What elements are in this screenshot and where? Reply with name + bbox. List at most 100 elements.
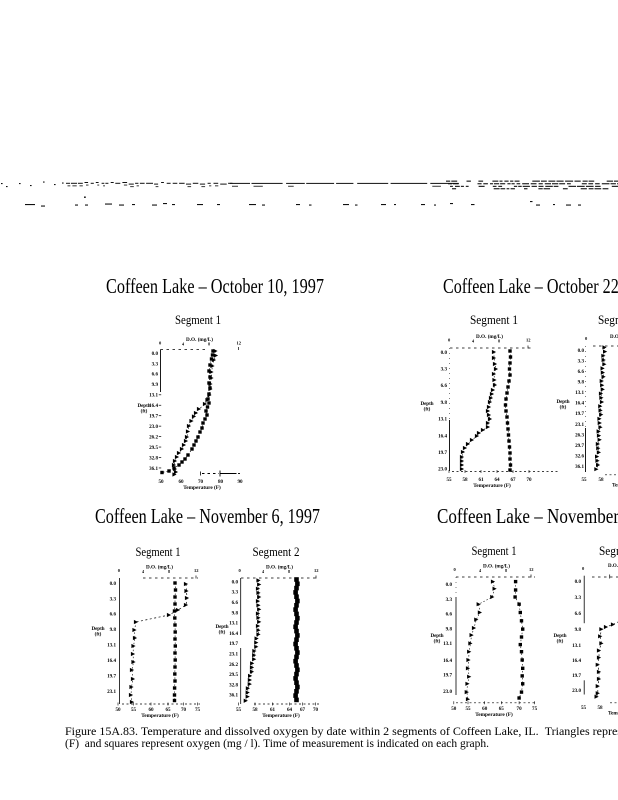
svg-text:Segment 1: Segment 1	[470, 313, 518, 327]
svg-text:Depth: Depth	[91, 627, 104, 632]
svg-text:70: 70	[313, 707, 319, 713]
svg-text:67: 67	[300, 707, 306, 713]
svg-text:32.6: 32.6	[575, 454, 584, 460]
svg-text:Segment 2: Segment 2	[253, 545, 300, 559]
svg-text:Temperature (F): Temperature (F)	[262, 712, 300, 719]
svg-text:4: 4	[142, 569, 145, 574]
svg-text:(ft): (ft)	[560, 406, 567, 411]
svg-text:12: 12	[529, 567, 534, 572]
svg-text:13.1: 13.1	[229, 621, 238, 627]
svg-text:29.5: 29.5	[229, 672, 238, 678]
svg-text:9.8: 9.8	[441, 400, 448, 406]
svg-text:26.2: 26.2	[229, 662, 238, 668]
svg-text:8: 8	[208, 342, 210, 347]
svg-text:D.O. (mg/L): D.O. (mg/L)	[476, 335, 503, 340]
svg-text:Temperature (F): Temperature (F)	[183, 484, 221, 491]
svg-text:(ft): (ft)	[557, 640, 564, 645]
svg-text:36.1: 36.1	[229, 693, 238, 699]
svg-text:0: 0	[159, 341, 162, 346]
svg-text:(ft): (ft)	[141, 410, 148, 415]
svg-text:0.0: 0.0	[575, 579, 582, 585]
svg-text:Coffeen Lake – October 10, 199: Coffeen Lake – October 10, 1997	[106, 274, 324, 298]
svg-text:19.7: 19.7	[572, 673, 581, 679]
svg-text:13.1: 13.1	[572, 643, 581, 649]
svg-text:Tem: Tem	[608, 711, 618, 717]
svg-text:58: 58	[597, 705, 603, 711]
svg-text:(ft): (ft)	[219, 631, 226, 636]
svg-text:D.O. (m: D.O. (m	[608, 564, 618, 569]
svg-text:13.1: 13.1	[443, 641, 452, 647]
svg-text:58: 58	[252, 707, 258, 713]
svg-text:16.4: 16.4	[149, 403, 158, 409]
svg-text:D.O. (mg/L): D.O. (mg/L)	[186, 338, 213, 343]
svg-text:64: 64	[494, 477, 500, 483]
svg-text:Depth: Depth	[137, 404, 150, 409]
svg-text:6.6: 6.6	[152, 372, 159, 378]
svg-text:80: 80	[218, 479, 224, 485]
svg-text:58: 58	[598, 477, 604, 483]
svg-text:4: 4	[472, 339, 475, 344]
svg-text:(ft): (ft)	[95, 633, 102, 638]
svg-text:23.1: 23.1	[107, 689, 116, 695]
svg-text:3.3: 3.3	[578, 358, 585, 364]
svg-text:16.4: 16.4	[575, 401, 584, 407]
svg-text:19.7: 19.7	[107, 674, 116, 680]
svg-text:23.1: 23.1	[229, 652, 238, 658]
svg-text:Figure 15A.83. Temperature and: Figure 15A.83. Temperature and dissolved…	[65, 726, 618, 738]
svg-text:Segment 2: Segment 2	[598, 313, 618, 327]
svg-text:Segment 1: Segment 1	[472, 544, 517, 558]
svg-text:60: 60	[482, 706, 488, 712]
svg-text:0.0: 0.0	[110, 581, 117, 587]
svg-text:61: 61	[270, 707, 276, 713]
svg-text:D.O. (m: D.O. (m	[610, 335, 618, 340]
svg-text:16.4: 16.4	[229, 631, 238, 637]
svg-text:Temperature (F): Temperature (F)	[141, 712, 179, 719]
svg-text:6.6: 6.6	[441, 383, 448, 389]
svg-text:36.1: 36.1	[149, 466, 158, 472]
svg-text:3.3: 3.3	[110, 596, 117, 602]
svg-text:Depth: Depth	[430, 634, 443, 639]
svg-text:9.8: 9.8	[446, 626, 453, 632]
svg-text:16.4: 16.4	[443, 658, 452, 664]
svg-text:Segment 2: Segment 2	[599, 544, 618, 558]
svg-text:Temperature (F): Temperature (F)	[475, 711, 513, 718]
svg-text:0.0: 0.0	[152, 351, 159, 357]
svg-text:Depth: Depth	[215, 625, 228, 630]
svg-text:Depth: Depth	[556, 400, 569, 405]
svg-text:9.8: 9.8	[575, 627, 582, 633]
svg-text:12: 12	[194, 568, 199, 573]
svg-text:60: 60	[178, 479, 184, 485]
svg-text:D.O. (mg/L): D.O. (mg/L)	[483, 565, 510, 570]
svg-text:(F) and squares represent oxy: (F) and squares represent oxygen (mg / l…	[65, 738, 489, 750]
svg-text:55: 55	[236, 707, 242, 713]
svg-text:70: 70	[526, 477, 532, 483]
svg-text:13.1: 13.1	[438, 417, 447, 423]
svg-text:3.3: 3.3	[152, 361, 159, 367]
svg-text:4: 4	[479, 568, 482, 573]
svg-text:23.0: 23.0	[572, 688, 581, 694]
svg-text:36.1: 36.1	[575, 464, 584, 470]
svg-text:4: 4	[262, 569, 265, 574]
svg-text:75: 75	[195, 707, 201, 713]
svg-text:58: 58	[462, 477, 468, 483]
svg-text:Coffeen Lake – November 20, 19: Coffeen Lake – November 20, 1997	[437, 504, 618, 528]
svg-text:Depth: Depth	[553, 634, 566, 639]
svg-text:16.4: 16.4	[107, 658, 116, 664]
svg-text:0: 0	[585, 336, 588, 341]
svg-text:6.6: 6.6	[446, 611, 453, 617]
svg-text:32.8: 32.8	[229, 682, 238, 688]
svg-text:12: 12	[314, 568, 319, 573]
svg-text:13.1: 13.1	[149, 393, 158, 399]
svg-text:D.O. (mg/L): D.O. (mg/L)	[266, 566, 293, 571]
svg-text:13.1: 13.1	[575, 390, 584, 396]
svg-text:Segment 1: Segment 1	[136, 545, 181, 559]
svg-text:90: 90	[237, 479, 243, 485]
svg-text:(ft): (ft)	[424, 408, 431, 413]
svg-text:0.0: 0.0	[446, 582, 453, 588]
svg-text:3.3: 3.3	[441, 367, 448, 373]
svg-text:Temperature (F): Temperature (F)	[473, 482, 511, 489]
svg-text:9.9: 9.9	[152, 382, 159, 388]
svg-text:26.3: 26.3	[575, 432, 584, 438]
svg-text:23.0: 23.0	[438, 467, 447, 473]
svg-text:3.3: 3.3	[575, 595, 582, 601]
